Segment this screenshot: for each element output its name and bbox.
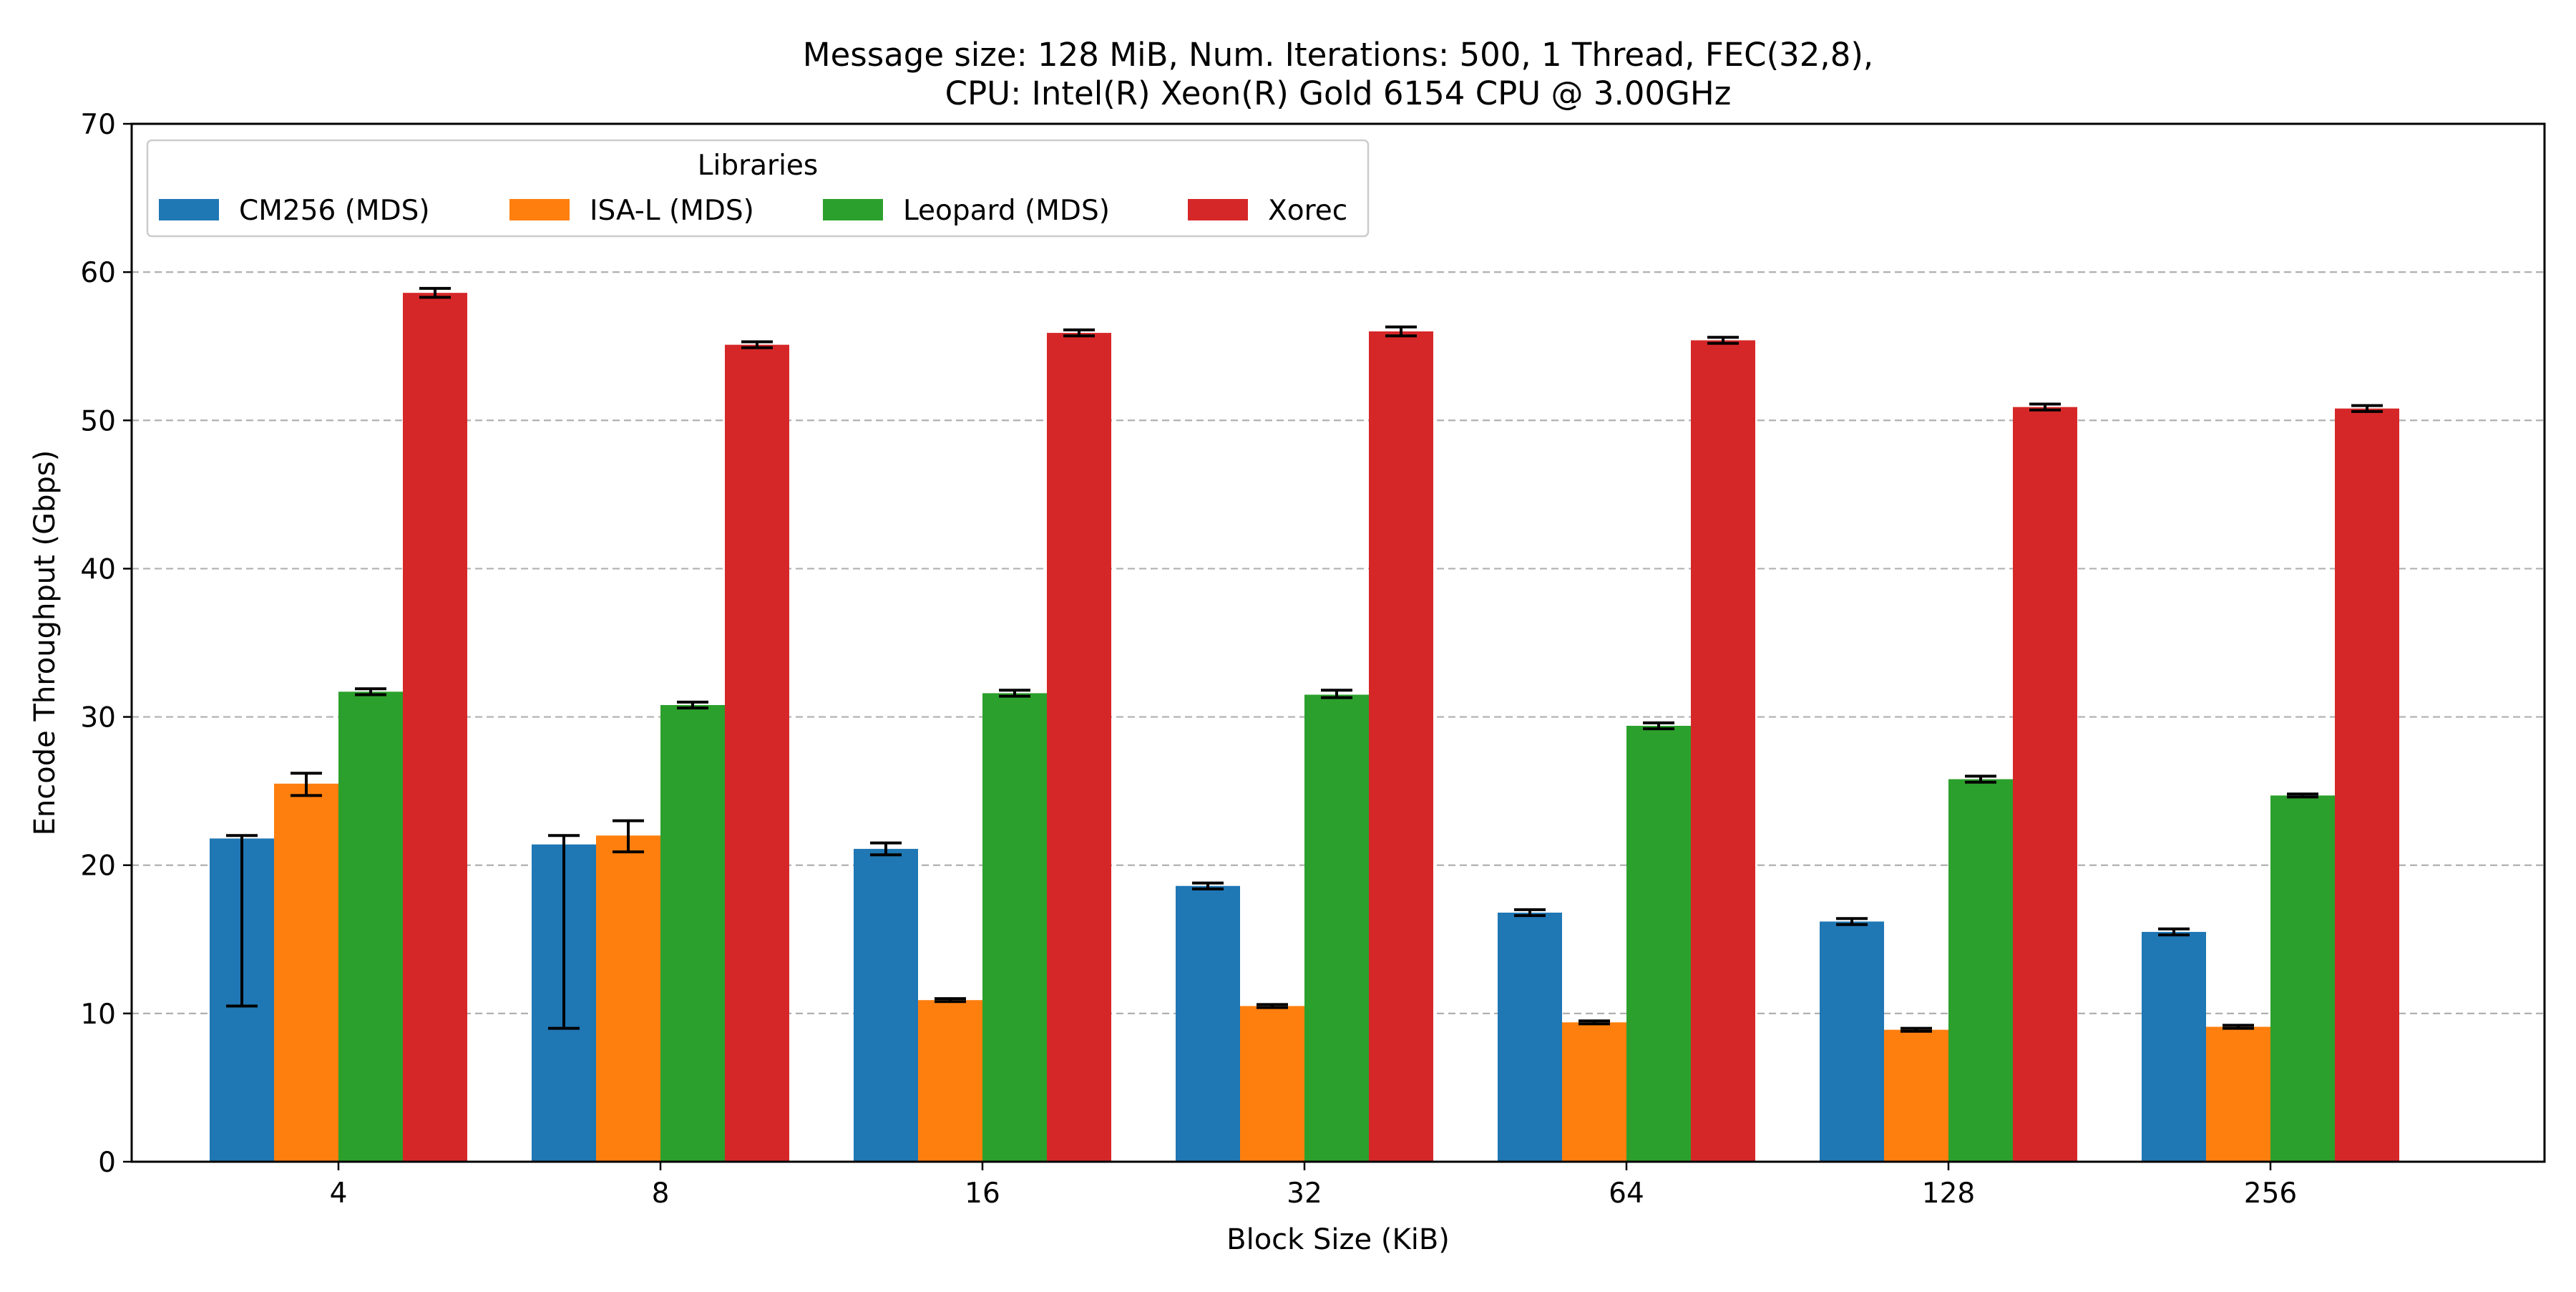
y-tick-label: 70	[80, 109, 116, 141]
legend-box	[146, 139, 1370, 238]
bar	[2142, 931, 2206, 1162]
legend-swatch	[509, 199, 570, 220]
bar	[1176, 885, 1240, 1162]
x-tick-label: 256	[2244, 1177, 2297, 1210]
y-axis-label: Encode Throughput (Gbps)	[29, 450, 62, 836]
y-axis-ticks: 0 10 20 30 40 50 60 70	[80, 109, 132, 1179]
legend: Libraries CM256 (MDS) ISA-L (MDS) Leopard …	[146, 139, 1370, 238]
x-axis-label: Block Size (KiB)	[1226, 1223, 1450, 1256]
plot-frame	[130, 122, 2546, 1163]
y-tick-label: 10	[80, 999, 116, 1031]
bar	[338, 691, 403, 1162]
error-bars	[226, 286, 2383, 1033]
bar	[2013, 407, 2077, 1162]
bar	[2206, 1026, 2270, 1162]
bar	[2335, 408, 2399, 1162]
bar	[1884, 1029, 1948, 1162]
bar	[274, 783, 338, 1162]
bar	[1948, 779, 2013, 1162]
x-tick-label: 4	[330, 1177, 348, 1210]
bar	[1626, 726, 1691, 1162]
bar	[1691, 340, 1755, 1162]
x-tick-label: 16	[965, 1177, 1000, 1210]
legend-swatch	[1188, 199, 1248, 220]
bar	[854, 848, 918, 1162]
y-tick-label: 50	[80, 405, 116, 437]
bar	[1304, 694, 1369, 1162]
bar	[2270, 795, 2335, 1162]
chart-title-line-2: CPU: Intel(R) Xeon(R) Gold 6154 CPU @ 3.…	[945, 74, 1732, 112]
x-tick-label: 64	[1609, 1177, 1644, 1210]
x-axis-ticks: 4 8 16 32 64 128 256	[330, 1162, 2297, 1210]
y-tick-label: 0	[98, 1147, 116, 1179]
bar	[1562, 1022, 1626, 1162]
legend-label: ISA-L (MDS)	[590, 195, 754, 227]
bar	[982, 693, 1047, 1162]
bar	[1047, 333, 1111, 1162]
bar	[403, 293, 467, 1162]
x-tick-label: 8	[652, 1177, 670, 1210]
bar	[1820, 921, 1884, 1162]
legend-title: Libraries	[698, 150, 818, 182]
bar	[725, 344, 789, 1162]
y-tick-label: 30	[80, 702, 116, 734]
legend-label: Leopard (MDS)	[903, 195, 1110, 227]
y-tick-label: 40	[80, 553, 116, 586]
x-tick-label: 32	[1287, 1177, 1322, 1210]
x-tick-label: 128	[1922, 1177, 1975, 1210]
y-tick-label: 60	[80, 257, 116, 289]
bar	[660, 705, 725, 1162]
bar	[1498, 913, 1562, 1162]
legend-swatch	[159, 199, 219, 220]
legend-label: CM256 (MDS)	[239, 195, 430, 227]
bar	[918, 1000, 982, 1162]
legend-label: Xorec	[1268, 195, 1347, 227]
bar	[1369, 331, 1433, 1162]
legend-swatch	[823, 199, 883, 220]
bar	[1240, 1006, 1304, 1162]
bar	[596, 835, 660, 1162]
y-tick-label: 20	[80, 850, 116, 883]
chart-title-line-1: Message size: 128 MiB, Num. Iterations: …	[803, 36, 1873, 74]
